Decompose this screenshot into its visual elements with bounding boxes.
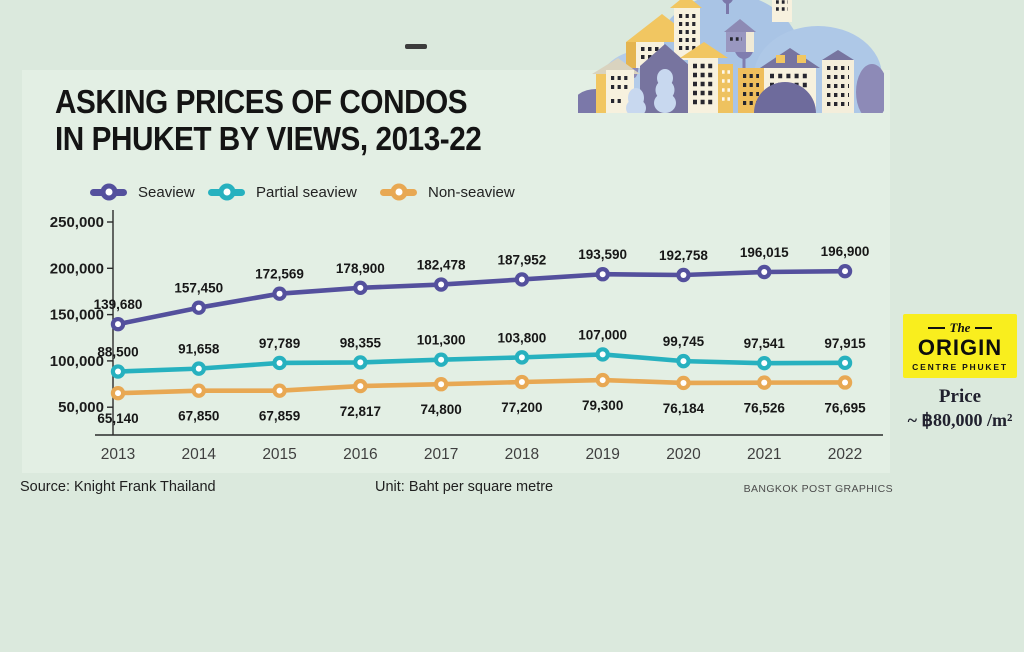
svg-text:101,300: 101,300 [417,333,466,348]
origin-brand-sub: CENTRE PHUKET [912,362,1008,372]
series-line-non-seaview [115,377,848,396]
legend-marker-non-seaview-icon [380,183,417,201]
origin-brand-name: ORIGIN [917,335,1003,360]
svg-text:193,590: 193,590 [578,247,627,262]
svg-text:139,680: 139,680 [94,297,143,312]
legend-label-partial-seaview: Partial seaview [256,183,357,201]
svg-text:2014: 2014 [182,446,217,463]
svg-text:67,850: 67,850 [178,409,219,424]
svg-text:74,800: 74,800 [420,402,461,417]
svg-text:97,915: 97,915 [824,336,866,351]
legend-marker-partial-seaview-icon [208,183,245,201]
top-dash [405,44,427,49]
svg-text:192,758: 192,758 [659,248,708,263]
price-label: Price [938,386,982,407]
svg-text:79,300: 79,300 [582,398,623,413]
chart-legend: Seaview Partial seaview Non-seaview [22,182,890,202]
svg-text:2018: 2018 [505,446,539,463]
legend-marker-seaview-icon [90,183,127,201]
svg-text:150,000: 150,000 [50,307,104,324]
infographic-panel: ASKING PRICES OF CONDOS IN PHUKET BY VIE… [22,70,890,473]
svg-text:91,658: 91,658 [178,342,220,357]
svg-text:103,800: 103,800 [497,330,546,345]
svg-text:77,200: 77,200 [501,400,542,415]
svg-text:2022: 2022 [828,446,862,463]
svg-text:2016: 2016 [343,446,377,463]
svg-text:182,478: 182,478 [417,258,466,273]
legend-label-seaview: Seaview [138,183,195,201]
svg-text:2017: 2017 [424,446,458,463]
legend-item-partial-seaview: Partial seaview [208,182,357,202]
svg-text:2015: 2015 [262,446,296,463]
legend-dot-icon [218,183,235,201]
svg-text:97,789: 97,789 [259,336,300,351]
svg-text:99,745: 99,745 [663,334,705,349]
origin-logo-the-row: The [927,320,993,336]
legend-dot-icon [100,183,117,201]
svg-text:172,569: 172,569 [255,267,304,282]
svg-text:100,000: 100,000 [50,353,104,370]
chart-title-line1: ASKING PRICES OF CONDOS [55,83,468,120]
svg-text:65,140: 65,140 [97,411,138,426]
series-line-seaview [115,268,848,327]
price-value: ~ ฿80,000 /m² [907,410,1013,430]
city-illustration [578,0,884,113]
svg-text:187,952: 187,952 [497,252,546,267]
origin-logo: The ORIGIN CENTRE PHUKET [903,314,1017,378]
svg-text:200,000: 200,000 [50,260,104,277]
price-trend-chart: 250,000 200,000 150,000 100,000 50,000 2013 20… [50,210,883,463]
source-text: Source: Knight Frank Thailand [20,479,216,495]
legend-item-non-seaview: Non-seaview [380,182,515,202]
svg-text:67,859: 67,859 [259,409,300,424]
svg-text:250,000: 250,000 [50,214,104,231]
svg-text:76,184: 76,184 [663,401,705,416]
svg-text:107,000: 107,000 [578,327,627,342]
svg-text:97,541: 97,541 [744,336,786,351]
origin-the-text: The [949,320,971,335]
credit-text: BANGKOK POST GRAPHICS [743,483,893,495]
svg-text:2019: 2019 [585,446,619,463]
svg-text:157,450: 157,450 [174,281,223,296]
svg-text:50,000: 50,000 [58,399,104,416]
svg-text:2021: 2021 [747,446,781,463]
svg-text:76,695: 76,695 [824,400,866,415]
series-line-partial-seaview [115,352,848,374]
svg-text:72,817: 72,817 [340,404,381,419]
svg-text:2020: 2020 [666,446,701,463]
legend-dot-icon [390,183,407,201]
unit-text: Unit: Baht per square metre [375,479,554,495]
dash-right-icon [975,327,993,329]
svg-text:196,900: 196,900 [821,244,870,259]
svg-text:88,500: 88,500 [97,345,138,360]
dash-left-icon [927,327,945,329]
price-block: Price ~ ฿80,000 /m² [896,386,1024,431]
svg-text:178,900: 178,900 [336,261,385,276]
svg-text:2013: 2013 [101,446,135,463]
svg-text:98,355: 98,355 [340,335,382,350]
chart-title-line2: IN PHUKET BY VIEWS, 2013-22 [55,119,482,157]
legend-label-non-seaview: Non-seaview [428,183,515,201]
legend-item-seaview: Seaview [90,182,195,202]
svg-text:76,526: 76,526 [744,401,786,416]
svg-text:196,015: 196,015 [740,245,789,260]
chart-title: ASKING PRICES OF CONDOS IN PHUKET BY VIE… [55,83,482,158]
